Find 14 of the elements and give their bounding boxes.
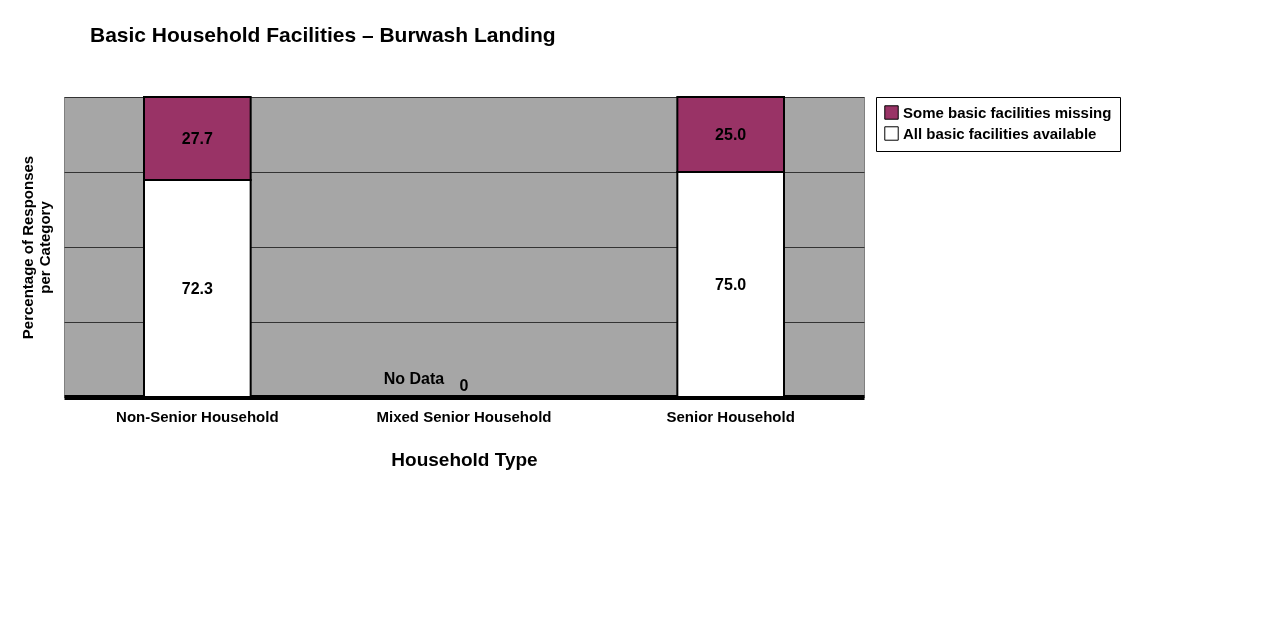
data-label: 0 [459, 377, 469, 394]
data-label: 25.0 [715, 125, 747, 143]
x-axis-title: Household Type [391, 448, 538, 470]
data-label: 75.0 [715, 275, 747, 293]
data-label: 27.7 [181, 129, 214, 147]
legend-label: All basic facilities available [903, 124, 1097, 142]
legend-label: Some basic facilities missing [903, 103, 1112, 121]
chart-title: Basic Household Facilities – Burwash Landing [90, 23, 556, 46]
annotation: No Data [383, 370, 445, 387]
x-tick-label: Senior Household [666, 407, 795, 425]
y-axis-title: Percentage of Responses per Category [18, 155, 53, 340]
x-tick-label: Non-Senior Household [116, 407, 279, 425]
x-tick-label: Mixed Senior Household [376, 407, 552, 425]
data-label: 72.3 [181, 279, 214, 297]
